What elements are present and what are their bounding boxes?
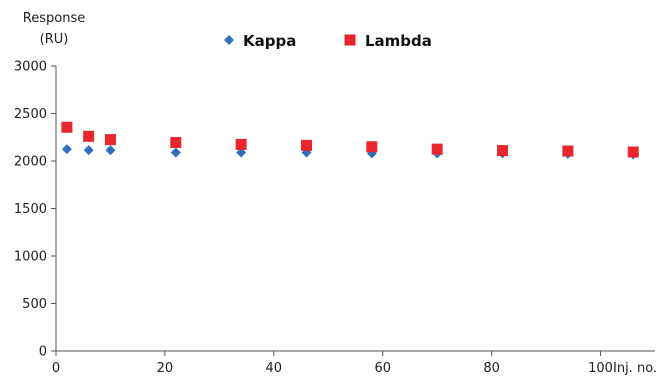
lambda-point bbox=[431, 143, 443, 155]
kappa-point bbox=[61, 144, 72, 155]
kappa-point bbox=[170, 147, 181, 158]
x-tick-label: 0 bbox=[52, 361, 60, 376]
y-axis-title-line2: (RU) bbox=[40, 32, 69, 47]
y-tick-label: 500 bbox=[22, 297, 47, 312]
lambda-point bbox=[627, 146, 639, 158]
x-tick-label: 100 bbox=[588, 361, 613, 376]
x-tick-label: 20 bbox=[157, 361, 174, 376]
legend-label-lambda: Lambda bbox=[365, 32, 432, 50]
legend-label-kappa: Kappa bbox=[243, 32, 296, 50]
y-axis-title-line1: Response bbox=[23, 11, 85, 26]
x-axis-title: Inj. no. bbox=[613, 361, 657, 376]
lambda-point bbox=[170, 136, 182, 148]
lambda-point bbox=[562, 145, 574, 157]
data-points bbox=[61, 121, 639, 160]
lambda-point bbox=[83, 130, 95, 142]
lambda-point bbox=[104, 134, 116, 146]
kappa-point bbox=[83, 145, 94, 156]
y-tick-label: 1500 bbox=[14, 202, 47, 217]
kappa-point bbox=[236, 147, 247, 158]
lambda-point bbox=[300, 139, 312, 151]
x-axis-ticks: 0 20 40 60 80 100 bbox=[52, 351, 613, 376]
y-tick-label: 2000 bbox=[14, 155, 47, 170]
y-tick-label: 3000 bbox=[14, 60, 47, 75]
x-tick-label: 60 bbox=[374, 361, 391, 376]
legend-marker-lambda bbox=[344, 34, 356, 46]
x-tick-label: 80 bbox=[483, 361, 500, 376]
legend-marker-kappa bbox=[224, 35, 234, 45]
x-tick-label: 40 bbox=[266, 361, 283, 376]
lambda-point bbox=[366, 141, 378, 153]
lambda-point bbox=[235, 138, 247, 150]
axes bbox=[55, 66, 655, 352]
y-tick-label: 2500 bbox=[14, 107, 47, 122]
kappa-point bbox=[105, 145, 116, 156]
lambda-point bbox=[61, 121, 73, 133]
legend: Kappa Lambda bbox=[224, 32, 432, 50]
y-axis-ticks: 0 500 1000 1500 2000 2500 3000 bbox=[14, 60, 56, 360]
lambda-point bbox=[497, 145, 509, 157]
y-tick-label: 1000 bbox=[14, 250, 47, 265]
y-tick-label: 0 bbox=[39, 345, 47, 360]
